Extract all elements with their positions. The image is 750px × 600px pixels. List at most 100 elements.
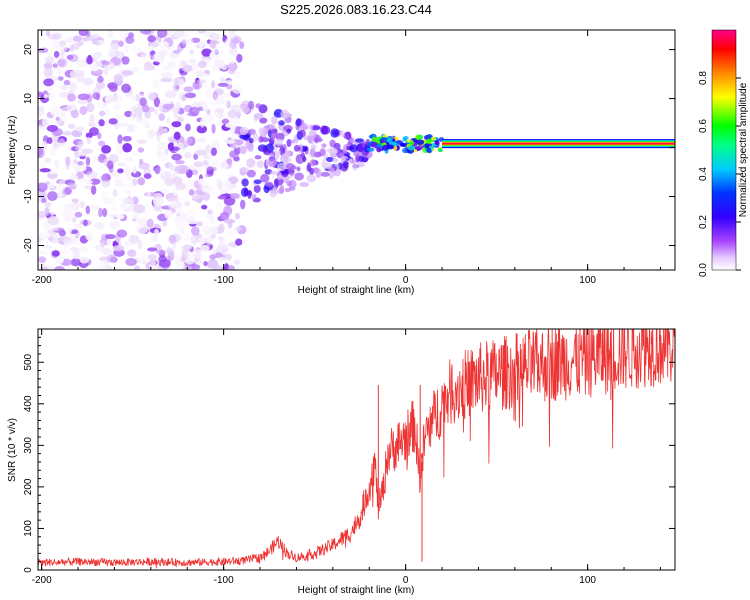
heatmap-cell	[182, 233, 190, 243]
heatmap-cell	[226, 100, 232, 109]
heatmap-cell	[435, 140, 440, 146]
heatmap-cell	[123, 44, 130, 53]
colorbar-tick-label: 0.4	[698, 167, 709, 181]
heatmap-cell	[269, 170, 278, 175]
heatmap-cell	[144, 111, 152, 119]
heatmap-cell	[86, 136, 91, 145]
heatmap-cell	[172, 82, 180, 92]
heatmap-cell	[59, 50, 66, 58]
heatmap-cell	[409, 140, 415, 146]
heatmap-cell	[229, 150, 237, 158]
heatmap-cell	[85, 231, 94, 241]
heatmap-cell	[225, 253, 232, 261]
heatmap-cell	[171, 153, 182, 161]
heatmap-cell	[85, 205, 91, 215]
y-tick-label: 500	[23, 353, 34, 370]
heatmap-cell	[90, 185, 97, 195]
heatmap-cell	[69, 175, 79, 181]
heatmap-cell	[217, 180, 223, 190]
heatmap-cell	[199, 73, 212, 78]
heatmap-cell	[395, 140, 402, 144]
heatmap-cell	[64, 210, 73, 218]
heatmap-cell	[143, 64, 156, 71]
heatmap-cell	[101, 145, 112, 154]
heatmap-cell	[204, 144, 212, 154]
heatmap-cell	[106, 160, 114, 170]
y-tick-label: 100	[23, 520, 34, 537]
heatmap-cell	[167, 61, 176, 69]
heatmap-cell	[71, 216, 77, 223]
heatmap-cell	[329, 167, 336, 172]
heatmap-cell	[196, 125, 207, 134]
heatmap-cell	[120, 183, 132, 188]
heatmap-cell	[183, 86, 194, 93]
heatmap-cell	[95, 265, 108, 270]
heatmap-cell	[42, 118, 49, 127]
colorbar-tick-label: 0.0	[698, 263, 709, 277]
heatmap-cell	[113, 114, 124, 120]
y-tick-label: 0	[23, 144, 34, 150]
heatmap-cell	[308, 129, 317, 139]
heatmap-cell	[160, 77, 173, 83]
heatmap-cell	[94, 39, 99, 45]
heatmap-cell	[147, 92, 157, 101]
heatmap-cell	[233, 225, 242, 232]
heatmap-cell	[115, 51, 124, 59]
heatmap-region-noise	[38, 30, 247, 270]
heatmap-cell	[133, 204, 146, 214]
heatmap-cell	[310, 144, 317, 150]
heatmap-cell	[117, 122, 129, 127]
heatmap-region-transition	[239, 100, 373, 210]
heatmap-cell	[273, 177, 284, 186]
heatmap-cell	[298, 129, 306, 138]
snr-frame	[37, 328, 676, 571]
heatmap-cell	[184, 200, 191, 207]
heatmap-cell	[240, 199, 246, 210]
heatmap-cell	[45, 56, 55, 65]
heatmap-cell	[184, 151, 192, 159]
heatmap-cell	[153, 108, 159, 116]
heatmap-cell	[210, 217, 215, 225]
heatmap-cell	[47, 92, 55, 100]
heatmap-cell	[83, 179, 93, 185]
heatmap-cell	[206, 259, 219, 269]
heatmap-cell	[109, 220, 120, 230]
heatmap-cell	[149, 257, 156, 268]
heatmap-cell	[220, 160, 229, 170]
heatmap-cell	[98, 110, 106, 117]
heatmap-cell	[156, 152, 168, 162]
heatmap-cell	[320, 171, 330, 177]
heatmap-cell	[97, 75, 104, 84]
heatmap-cell	[268, 124, 276, 130]
x-tick-label: -100	[214, 575, 234, 586]
heatmap-cell	[210, 248, 216, 254]
heatmap-cell	[214, 59, 226, 69]
heatmap-cell	[71, 198, 80, 203]
heatmap-cell	[227, 265, 235, 270]
heatmap-cell	[155, 249, 167, 255]
heatmap-cell	[224, 180, 232, 189]
heatmap-cell	[376, 147, 382, 153]
heatmap-cell	[197, 41, 204, 48]
heatmap-cell	[171, 106, 178, 114]
heatmap-cell	[112, 188, 118, 198]
heatmap-cell	[143, 173, 152, 179]
heatmap-cell	[114, 144, 121, 154]
heatmap-cell	[139, 30, 152, 35]
heatmap-cell	[192, 101, 201, 108]
heatmap-cell	[49, 148, 58, 156]
heatmap-cell	[340, 155, 349, 160]
heatmap-cell	[59, 235, 72, 243]
heatmap-cell	[202, 104, 208, 112]
heatmap-cell	[279, 184, 285, 194]
heatmap-cell	[160, 188, 170, 194]
heatmap-cell	[74, 149, 80, 159]
heatmap-cell	[131, 46, 142, 55]
heatmap-cell	[176, 116, 184, 123]
heatmap-cell	[286, 128, 292, 134]
heatmap-cell	[109, 213, 116, 219]
heatmap-cell	[186, 250, 196, 259]
heatmap-cell	[128, 234, 140, 245]
heatmap-cell	[239, 145, 247, 155]
heatmap-cell	[370, 141, 379, 148]
